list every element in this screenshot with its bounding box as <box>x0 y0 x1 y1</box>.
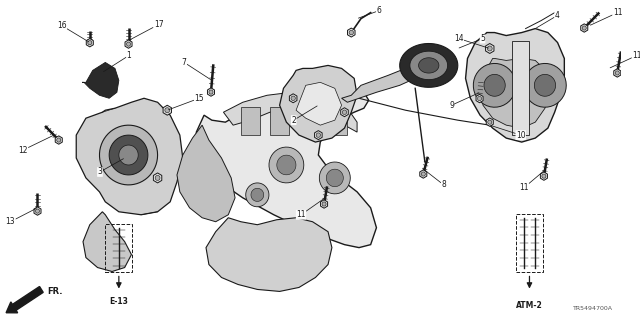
Polygon shape <box>99 125 157 185</box>
Polygon shape <box>125 40 132 48</box>
Polygon shape <box>34 207 41 215</box>
Bar <box>106 224 132 271</box>
Polygon shape <box>316 133 321 137</box>
Polygon shape <box>251 188 264 201</box>
Polygon shape <box>82 62 119 98</box>
Polygon shape <box>488 120 492 124</box>
Text: 10: 10 <box>491 125 525 140</box>
Text: 12: 12 <box>19 136 52 155</box>
Polygon shape <box>476 94 483 103</box>
Polygon shape <box>83 212 131 271</box>
Text: 14: 14 <box>454 34 488 48</box>
Text: 4: 4 <box>536 11 559 28</box>
Polygon shape <box>269 147 304 183</box>
Polygon shape <box>340 108 348 117</box>
Polygon shape <box>465 28 564 142</box>
Polygon shape <box>86 38 93 47</box>
Polygon shape <box>154 173 162 183</box>
Bar <box>328 107 348 135</box>
Polygon shape <box>319 162 350 194</box>
Polygon shape <box>280 65 357 142</box>
Polygon shape <box>291 96 295 100</box>
Text: E-13: E-13 <box>109 297 128 306</box>
Text: 11: 11 <box>519 171 544 192</box>
Polygon shape <box>223 92 357 132</box>
Polygon shape <box>246 183 269 207</box>
Polygon shape <box>322 202 326 206</box>
Polygon shape <box>615 71 620 75</box>
Bar <box>270 107 289 135</box>
Polygon shape <box>582 26 586 30</box>
Polygon shape <box>321 200 328 208</box>
Polygon shape <box>349 30 353 35</box>
Polygon shape <box>524 63 566 107</box>
Text: 5: 5 <box>459 34 485 48</box>
Bar <box>299 107 318 135</box>
Polygon shape <box>614 69 621 77</box>
Polygon shape <box>289 94 297 103</box>
Text: 11: 11 <box>610 51 640 68</box>
Polygon shape <box>410 51 447 80</box>
Polygon shape <box>196 92 376 248</box>
Polygon shape <box>486 44 494 53</box>
Text: 1: 1 <box>104 51 131 72</box>
Text: 2: 2 <box>291 106 317 125</box>
Bar <box>241 107 260 135</box>
Polygon shape <box>207 88 214 96</box>
Bar <box>512 41 529 135</box>
Polygon shape <box>109 135 148 175</box>
Text: 13: 13 <box>6 208 36 226</box>
Text: FR.: FR. <box>47 287 63 296</box>
Polygon shape <box>419 58 439 73</box>
Polygon shape <box>315 131 322 140</box>
Polygon shape <box>421 172 426 176</box>
Polygon shape <box>534 74 556 96</box>
Polygon shape <box>487 46 492 51</box>
Polygon shape <box>326 169 343 187</box>
Text: 9: 9 <box>449 93 479 110</box>
Polygon shape <box>165 108 170 113</box>
Text: 7: 7 <box>182 58 211 80</box>
Polygon shape <box>342 62 422 102</box>
Polygon shape <box>88 41 92 45</box>
Polygon shape <box>348 28 355 37</box>
Polygon shape <box>119 145 138 165</box>
Polygon shape <box>127 42 131 46</box>
Text: 16: 16 <box>57 21 88 42</box>
Text: 6: 6 <box>358 6 381 18</box>
Polygon shape <box>400 44 458 87</box>
Polygon shape <box>277 155 296 175</box>
Polygon shape <box>486 118 493 126</box>
Polygon shape <box>296 82 342 125</box>
Text: 8: 8 <box>423 169 446 189</box>
Polygon shape <box>542 174 546 178</box>
Polygon shape <box>76 98 183 215</box>
Text: 3: 3 <box>97 159 124 176</box>
Text: 11: 11 <box>591 8 622 25</box>
Text: 17: 17 <box>130 20 163 40</box>
Polygon shape <box>474 63 516 107</box>
Text: TR5494700A: TR5494700A <box>573 306 612 311</box>
Polygon shape <box>342 110 347 115</box>
Polygon shape <box>420 170 427 178</box>
Polygon shape <box>35 209 40 213</box>
Polygon shape <box>480 59 551 128</box>
Text: 15: 15 <box>168 94 204 110</box>
Polygon shape <box>209 90 213 94</box>
Polygon shape <box>155 175 160 180</box>
Text: ATM-2: ATM-2 <box>516 301 543 310</box>
Polygon shape <box>484 74 505 96</box>
Bar <box>516 214 543 271</box>
FancyArrow shape <box>6 286 44 313</box>
Polygon shape <box>57 138 61 142</box>
Polygon shape <box>55 136 62 144</box>
Polygon shape <box>177 125 235 222</box>
Polygon shape <box>206 218 332 292</box>
Polygon shape <box>163 105 172 115</box>
Text: 11: 11 <box>296 199 324 219</box>
Polygon shape <box>580 24 588 32</box>
Polygon shape <box>540 172 547 180</box>
Polygon shape <box>477 96 481 100</box>
